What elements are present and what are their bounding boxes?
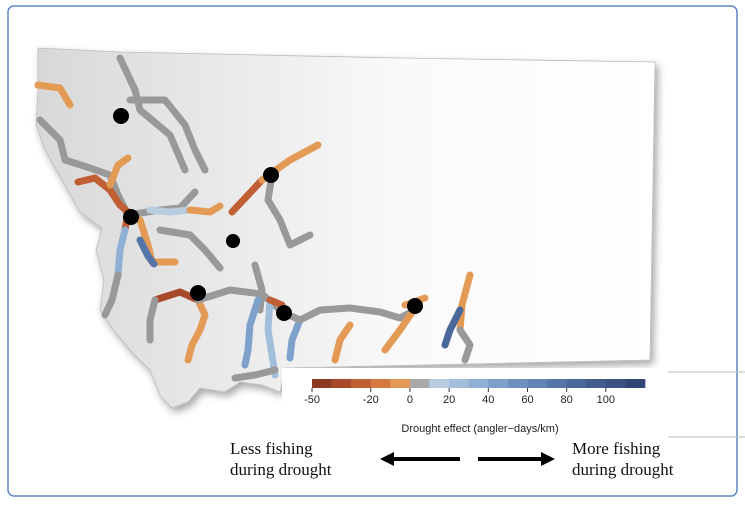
colorbar-swatch [606,379,626,388]
page: {"legend": { "title": "Drought effect (a… [0,0,745,502]
colorbar-tick-label: 20 [443,394,455,406]
colorbar-swatch [351,379,371,388]
note-left: during drought [230,460,332,479]
colorbar-swatch [390,379,410,388]
colorbar-tick-label: 100 [597,394,615,406]
colorbar-swatch [371,379,391,388]
colorbar-swatch [430,379,450,388]
colorbar-swatch [586,379,606,388]
colorbar-swatch [567,379,587,388]
colorbar-swatch [469,379,489,388]
colorbar-swatch [488,379,508,388]
colorbar-tick-label: -20 [363,394,379,406]
colorbar-swatch [625,379,645,388]
colorbar-tick-label: -50 [304,394,320,406]
note-left: Less fishing [230,439,313,458]
colorbar-swatch [332,379,352,388]
colorbar-swatch [527,379,547,388]
colorbar-swatch [449,379,469,388]
colorbar-swatch [508,379,528,388]
colorbar-tick-label: 60 [521,394,533,406]
colorbar-tick-label: 80 [561,394,573,406]
note-right: More fishing [572,439,661,458]
colorbar-title: Drought effect (angler−days/km) [401,423,558,435]
colorbar-tick-label: 40 [482,394,494,406]
colorbar-swatch [312,379,332,388]
colorbar-tick-label: 0 [407,394,413,406]
figure: -50 -20 0 20 40 60 80 100 Drought effect (angle… [0,0,745,502]
colorbar-swatch [410,379,430,388]
note-right: during drought [572,460,674,479]
colorbar-swatch [547,379,567,388]
